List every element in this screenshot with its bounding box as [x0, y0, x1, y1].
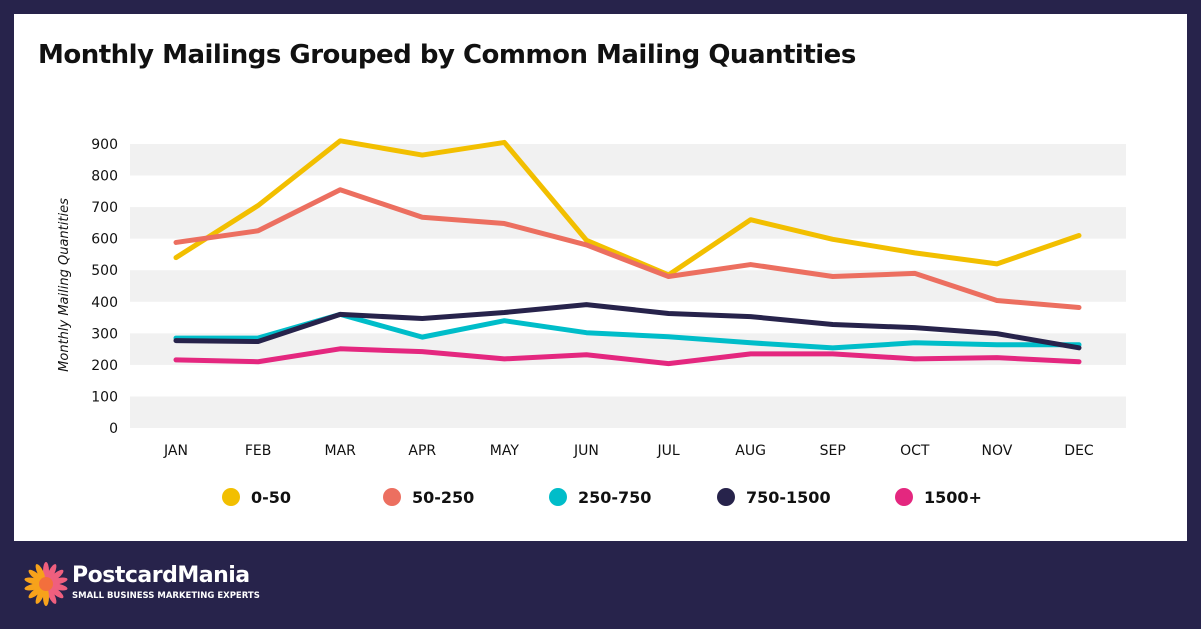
logo-petal — [46, 564, 57, 581]
logo-petal — [28, 586, 44, 599]
legend-label: 1500+ — [924, 488, 982, 507]
legend-marker — [717, 488, 735, 506]
logo-petal — [46, 587, 57, 604]
postcardmania-logo-icon — [24, 562, 68, 606]
logo-petal — [49, 577, 68, 585]
x-tick-label: APR — [408, 443, 436, 459]
legend-marker — [549, 488, 567, 506]
y-tick-label: 800 — [91, 169, 118, 185]
x-tick-label: FEB — [245, 443, 272, 459]
logo-petal — [24, 583, 43, 591]
legend-marker — [222, 488, 240, 506]
grid-band — [130, 396, 1126, 428]
x-tick-label: NOV — [981, 443, 1012, 459]
x-tick-label: MAY — [490, 443, 520, 459]
chart-title: Monthly Mailings Grouped by Common Maili… — [38, 40, 856, 70]
y-tick-label: 900 — [91, 137, 118, 153]
logo-petal — [24, 577, 43, 585]
legend-label: 750-1500 — [746, 488, 831, 507]
y-tick-label: 400 — [91, 295, 118, 311]
x-tick-label: OCT — [900, 443, 930, 459]
series-line-50-250 — [173, 187, 1082, 310]
brand-tagline: SMALL BUSINESS MARKETING EXPERTS — [72, 591, 260, 601]
legend-label: 0-50 — [251, 488, 291, 507]
y-tick-label: 700 — [91, 200, 118, 216]
y-tick-label: 100 — [91, 389, 118, 405]
y-tick-label: 200 — [91, 358, 118, 374]
logo-petal — [48, 586, 64, 599]
legend-label: 50-250 — [412, 488, 474, 507]
logo-center — [39, 577, 53, 591]
grid-band — [130, 270, 1126, 302]
logo-petal — [49, 583, 68, 591]
brand-name: PostcardMania — [72, 563, 250, 588]
x-tick-label: JUL — [656, 443, 679, 459]
logo-petal — [35, 587, 46, 604]
y-axis-label: Monthly Mailing Quantities — [57, 198, 72, 372]
y-tick-label: 600 — [91, 232, 118, 248]
y-tick-label: 300 — [91, 326, 118, 342]
x-tick-label: AUG — [735, 443, 766, 459]
series-line-0-50 — [173, 138, 1082, 278]
y-tick-label: 0 — [109, 421, 118, 437]
series-line-750-1500 — [173, 302, 1082, 351]
legend-label: 250-750 — [578, 488, 651, 507]
logo-petal — [35, 564, 46, 581]
logo-petal — [48, 569, 64, 582]
x-tick-label: SEP — [820, 443, 846, 459]
y-tick-label: 500 — [91, 263, 118, 279]
grid-band — [130, 144, 1126, 176]
x-tick-label: DEC — [1064, 443, 1094, 459]
logo-petal — [28, 569, 44, 582]
legend-marker — [383, 488, 401, 506]
x-tick-label: JUN — [573, 443, 599, 459]
x-tick-label: MAR — [324, 443, 356, 459]
legend-marker — [895, 488, 913, 506]
series-line-1500+ — [173, 346, 1082, 367]
x-tick-label: JAN — [163, 443, 188, 459]
